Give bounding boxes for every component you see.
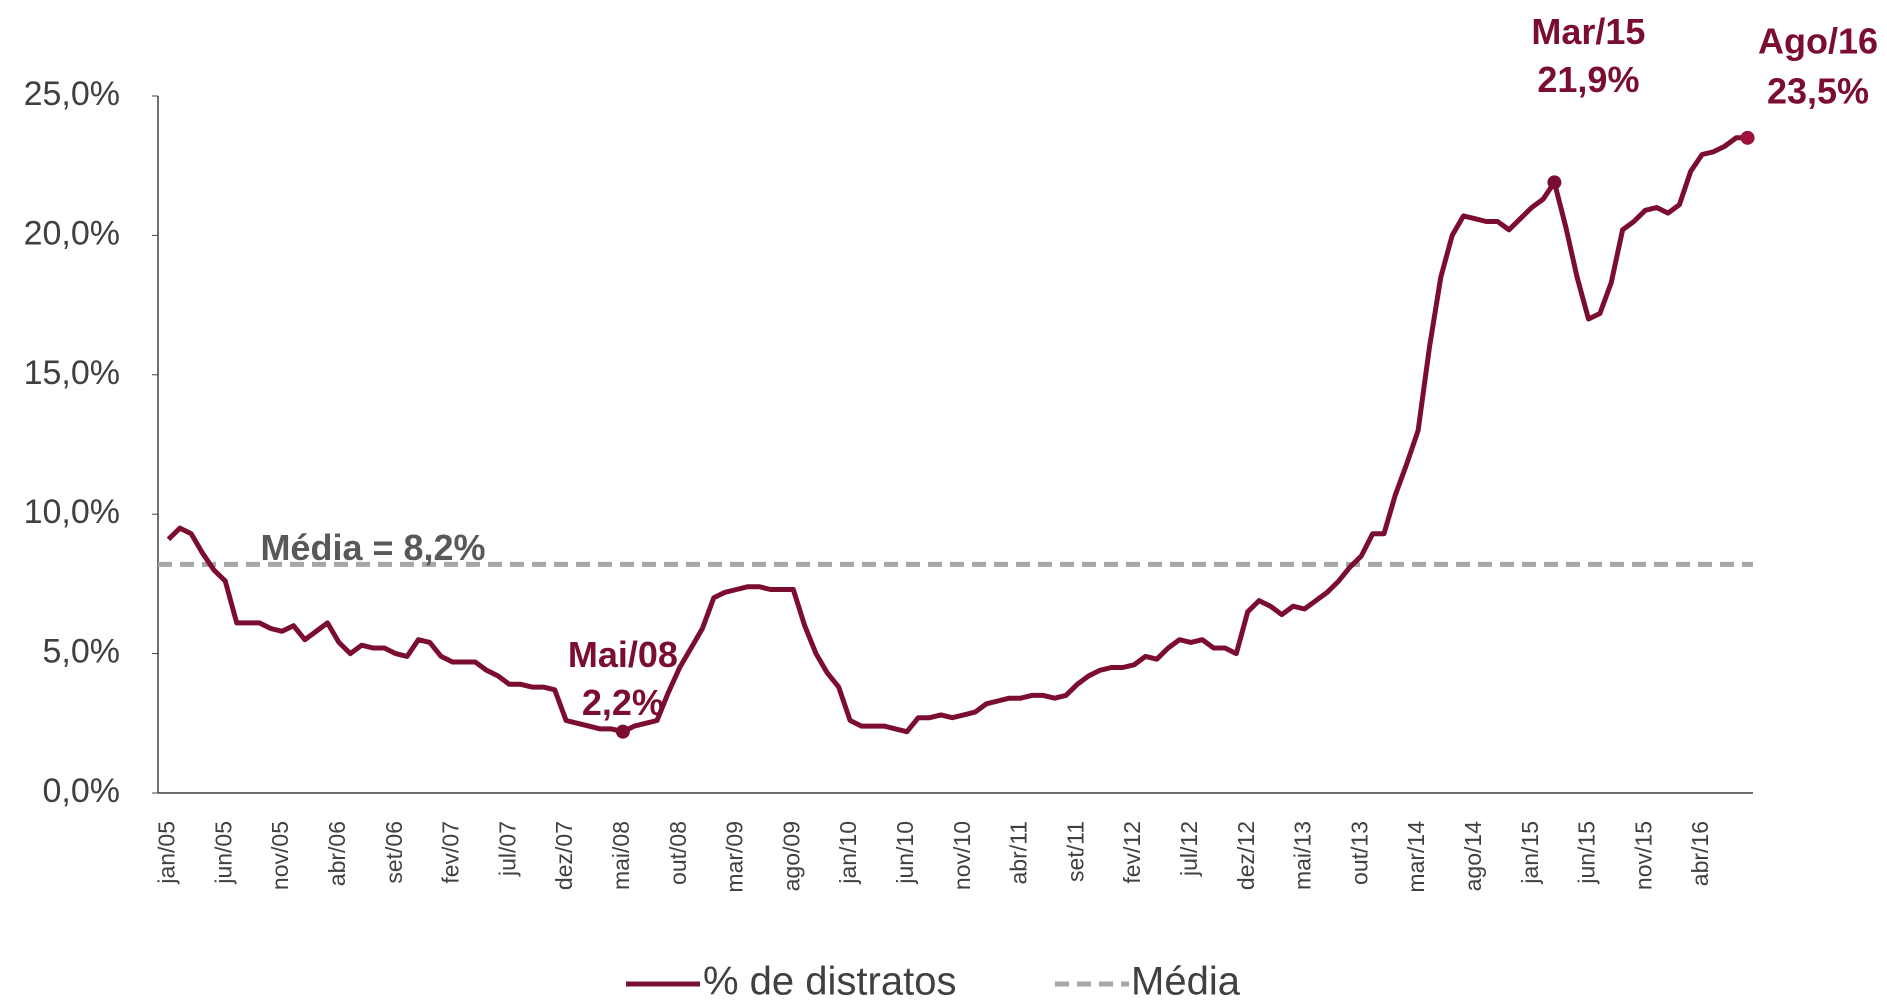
y-tick-label: 5,0%: [43, 633, 121, 671]
x-tick-label: nov/10: [949, 821, 975, 890]
annotation-dot: [1547, 175, 1562, 190]
x-tick-label: out/13: [1346, 821, 1372, 885]
x-tick-label: abr/16: [1687, 821, 1713, 886]
mean-label: Média = 8,2%: [260, 527, 485, 568]
annotation-value: 23,5%: [1767, 70, 1869, 111]
x-tick-label: jun/15: [1574, 821, 1600, 885]
x-tick-label: jun/05: [210, 821, 236, 885]
x-tick-label: set/11: [1062, 821, 1088, 882]
y-tick-label: 15,0%: [24, 354, 120, 392]
x-tick-label: mar/14: [1403, 821, 1429, 893]
annotation-title: Ago/16: [1758, 20, 1878, 61]
x-tick-label: jul/12: [1176, 821, 1202, 877]
x-tick-label: dez/07: [551, 821, 577, 890]
x-tick-label: jul/07: [494, 821, 520, 877]
x-tick-label: fev/07: [438, 821, 464, 884]
x-tick-label: set/06: [381, 821, 407, 884]
legend-label: Média: [1131, 960, 1241, 1003]
y-tick-label: 20,0%: [24, 214, 120, 252]
data-line: [166, 135, 1748, 735]
y-tick-label: 10,0%: [24, 493, 120, 531]
x-tick-label: abr/11: [1006, 821, 1032, 885]
y-tick-label: 0,0%: [43, 772, 121, 810]
legend-label: % de distratos: [703, 960, 956, 1003]
x-tick-label: out/08: [665, 821, 691, 885]
annotation-value: 21,9%: [1537, 59, 1639, 100]
annotation-title: Mar/15: [1531, 11, 1645, 52]
x-tick-label: fev/12: [1119, 821, 1145, 884]
x-tick-label: jan/15: [1517, 821, 1543, 885]
x-tick-label: dez/12: [1233, 821, 1259, 890]
x-tick-label: nov/15: [1630, 821, 1656, 890]
x-tick-label: jun/10: [892, 821, 918, 885]
annotation-title: Mai/08: [568, 634, 678, 675]
annotation-dot: [1740, 130, 1755, 145]
x-tick-label: mai/08: [608, 821, 634, 890]
x-tick-label: nov/05: [267, 821, 293, 890]
x-tick-label: jan/05: [154, 821, 180, 885]
x-tick-label: mai/13: [1290, 821, 1316, 890]
annotation-dot: [615, 724, 630, 739]
annotation-value: 2,2%: [582, 682, 664, 723]
x-tick-label: ago/14: [1460, 821, 1486, 892]
x-tick-label: abr/06: [324, 821, 350, 886]
x-tick-label: mar/09: [722, 821, 748, 893]
y-tick-label: 25,0%: [24, 75, 120, 113]
x-tick-label: ago/09: [778, 821, 804, 891]
x-tick-label: jan/10: [835, 821, 861, 885]
